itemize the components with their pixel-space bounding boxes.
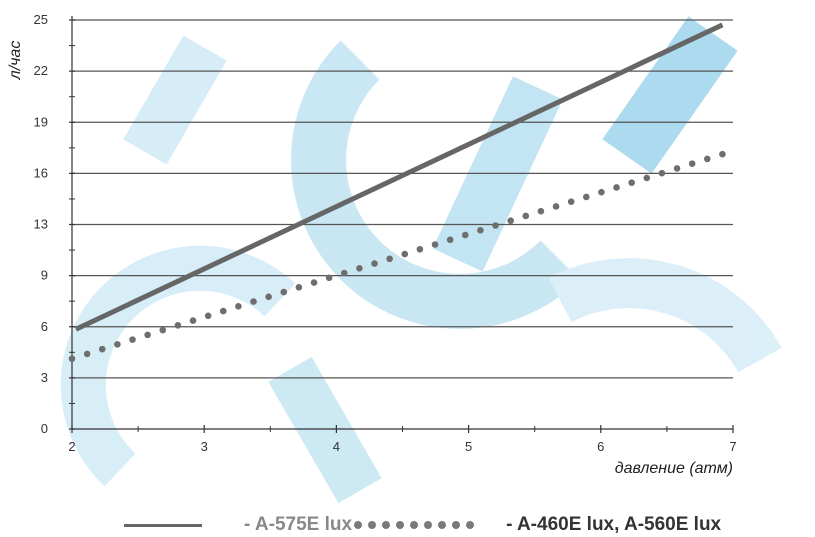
series-2-point (219, 307, 227, 315)
series-2-point (310, 279, 318, 286)
series-2-point (129, 336, 136, 343)
series-2-point (522, 212, 530, 220)
y-tick-label: 6 (41, 319, 48, 334)
y-tick-label: 13 (34, 217, 48, 232)
series-2-point (174, 322, 182, 329)
x-axis-title: давление (атм) (615, 460, 733, 477)
series-2-point (401, 250, 409, 258)
series-2-point (461, 231, 469, 239)
legend-dot (382, 520, 391, 529)
series-2-point (265, 293, 272, 301)
series-2-point (507, 217, 514, 225)
series-2-point (83, 350, 91, 358)
series-2-point (552, 203, 560, 210)
y-tick-label: 0 (41, 421, 48, 436)
y-tick-label: 22 (34, 63, 48, 78)
series-2-point (204, 312, 212, 320)
series-2-point (280, 288, 288, 296)
series-2-point (371, 260, 378, 267)
y-tick-label: 25 (34, 12, 48, 27)
series-2-point (628, 179, 635, 186)
series-2-point (325, 274, 333, 282)
series-2-point (114, 341, 121, 348)
series-2-point (340, 269, 348, 277)
legend-solid-swatch (124, 523, 202, 527)
legend-dot (466, 520, 475, 529)
series-2-point (492, 222, 499, 229)
series-1-line (74, 22, 724, 332)
series-2-point (446, 236, 454, 244)
legend-dot (438, 520, 447, 529)
series-2-point (295, 284, 303, 291)
series-2-point (719, 150, 726, 158)
series-2-point (416, 245, 424, 253)
x-tick-label: 2 (68, 439, 75, 454)
series-2-point (673, 165, 681, 172)
series-2-point (68, 355, 76, 362)
series-2-point (582, 193, 590, 201)
series-2-point (643, 174, 651, 182)
legend-dot (452, 520, 461, 529)
y-axis-title: л/час (7, 41, 24, 81)
series-2-point (598, 188, 605, 196)
x-tick-label: 7 (729, 439, 736, 454)
series-2-point (537, 207, 545, 215)
tick-labels: 0 3 6 9 13 16 19 22 25 2 3 4 5 6 7 (34, 12, 737, 454)
series-2-point (250, 298, 257, 305)
y-tick-label: 3 (41, 370, 48, 385)
series-layer (68, 22, 726, 362)
legend-dot (368, 520, 377, 529)
legend-dot (424, 520, 433, 529)
series-2-point (235, 303, 242, 310)
series-2-point (189, 317, 197, 324)
legend-series-1-label: - A-575E lux (244, 514, 353, 535)
legend: - A-575E lux - A-460E lux, A-560E lux (124, 513, 721, 537)
series-2-point (658, 169, 666, 177)
series-2-point (567, 198, 575, 206)
series-2-point (703, 155, 711, 163)
x-tick-label: 3 (201, 439, 208, 454)
y-tick-label: 19 (34, 114, 48, 129)
legend-dot (410, 520, 419, 529)
series-2-point (356, 264, 363, 272)
series-2-point (386, 255, 393, 263)
y-tick-label: 16 (34, 165, 48, 180)
series-2-point (144, 331, 151, 339)
legend-dot (396, 520, 405, 529)
series-2-point (431, 241, 439, 248)
legend-series-2-label: - A-460E lux, A-560E lux (506, 514, 722, 535)
watermark-logo (60, 16, 782, 504)
series-2-point (613, 184, 620, 191)
series-2-point (98, 345, 106, 353)
series-2-point (688, 160, 696, 167)
x-tick-label: 4 (333, 439, 340, 454)
series-2-point (159, 326, 167, 334)
x-tick-label: 5 (465, 439, 472, 454)
x-tick-label: 6 (597, 439, 604, 454)
legend-dotted-swatch (354, 514, 480, 536)
legend-dot (354, 520, 363, 529)
series-2-point (477, 226, 484, 234)
y-tick-label: 9 (41, 268, 48, 283)
